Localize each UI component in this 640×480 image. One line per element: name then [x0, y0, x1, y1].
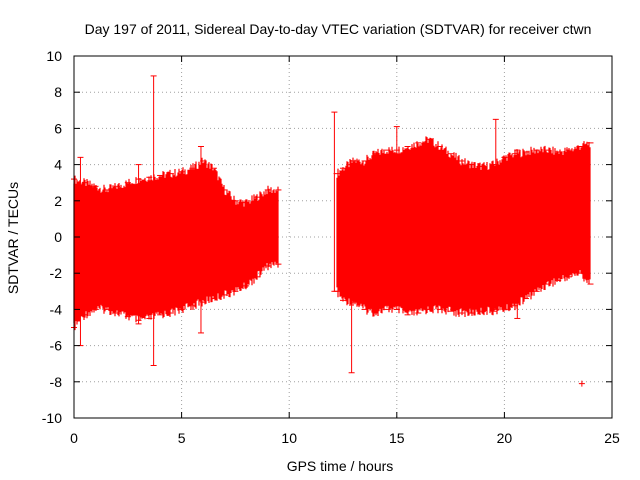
y-tick-label: 0	[54, 229, 62, 245]
y-tick-label: 8	[54, 84, 62, 100]
axes	[73, 55, 613, 419]
x-tick-label: 25	[604, 430, 620, 446]
x-tick-label: 10	[281, 430, 297, 446]
x-tick-label: 20	[497, 430, 513, 446]
y-tick-label: -4	[50, 301, 63, 317]
y-tick-label: 2	[54, 193, 62, 209]
x-axis-label: GPS time / hours	[287, 458, 394, 474]
y-tick-label: 4	[54, 157, 62, 173]
y-tick-label: -6	[50, 338, 63, 354]
y-tick-label: 10	[46, 48, 62, 64]
tick-labels: 0 5 10 15 20 25 -10 -8 -6 -4 -2 0 2 4 6 8 10	[42, 48, 620, 446]
y-axis-label: SDTVAR / TECUs	[5, 182, 21, 294]
y-tick-label: 6	[54, 120, 62, 136]
chart-title: Day 197 of 2011, Sidereal Day-to-day VTE…	[85, 21, 592, 37]
y-tick-label: -10	[42, 410, 62, 426]
data-series	[71, 75, 594, 387]
x-tick-label: 5	[178, 430, 186, 446]
error-band	[336, 136, 591, 317]
y-tick-label: -2	[50, 265, 63, 281]
outlier-point	[578, 380, 585, 387]
x-tick-label: 0	[70, 430, 78, 446]
x-tick-label: 15	[389, 430, 405, 446]
y-tick-label: -8	[50, 374, 63, 390]
